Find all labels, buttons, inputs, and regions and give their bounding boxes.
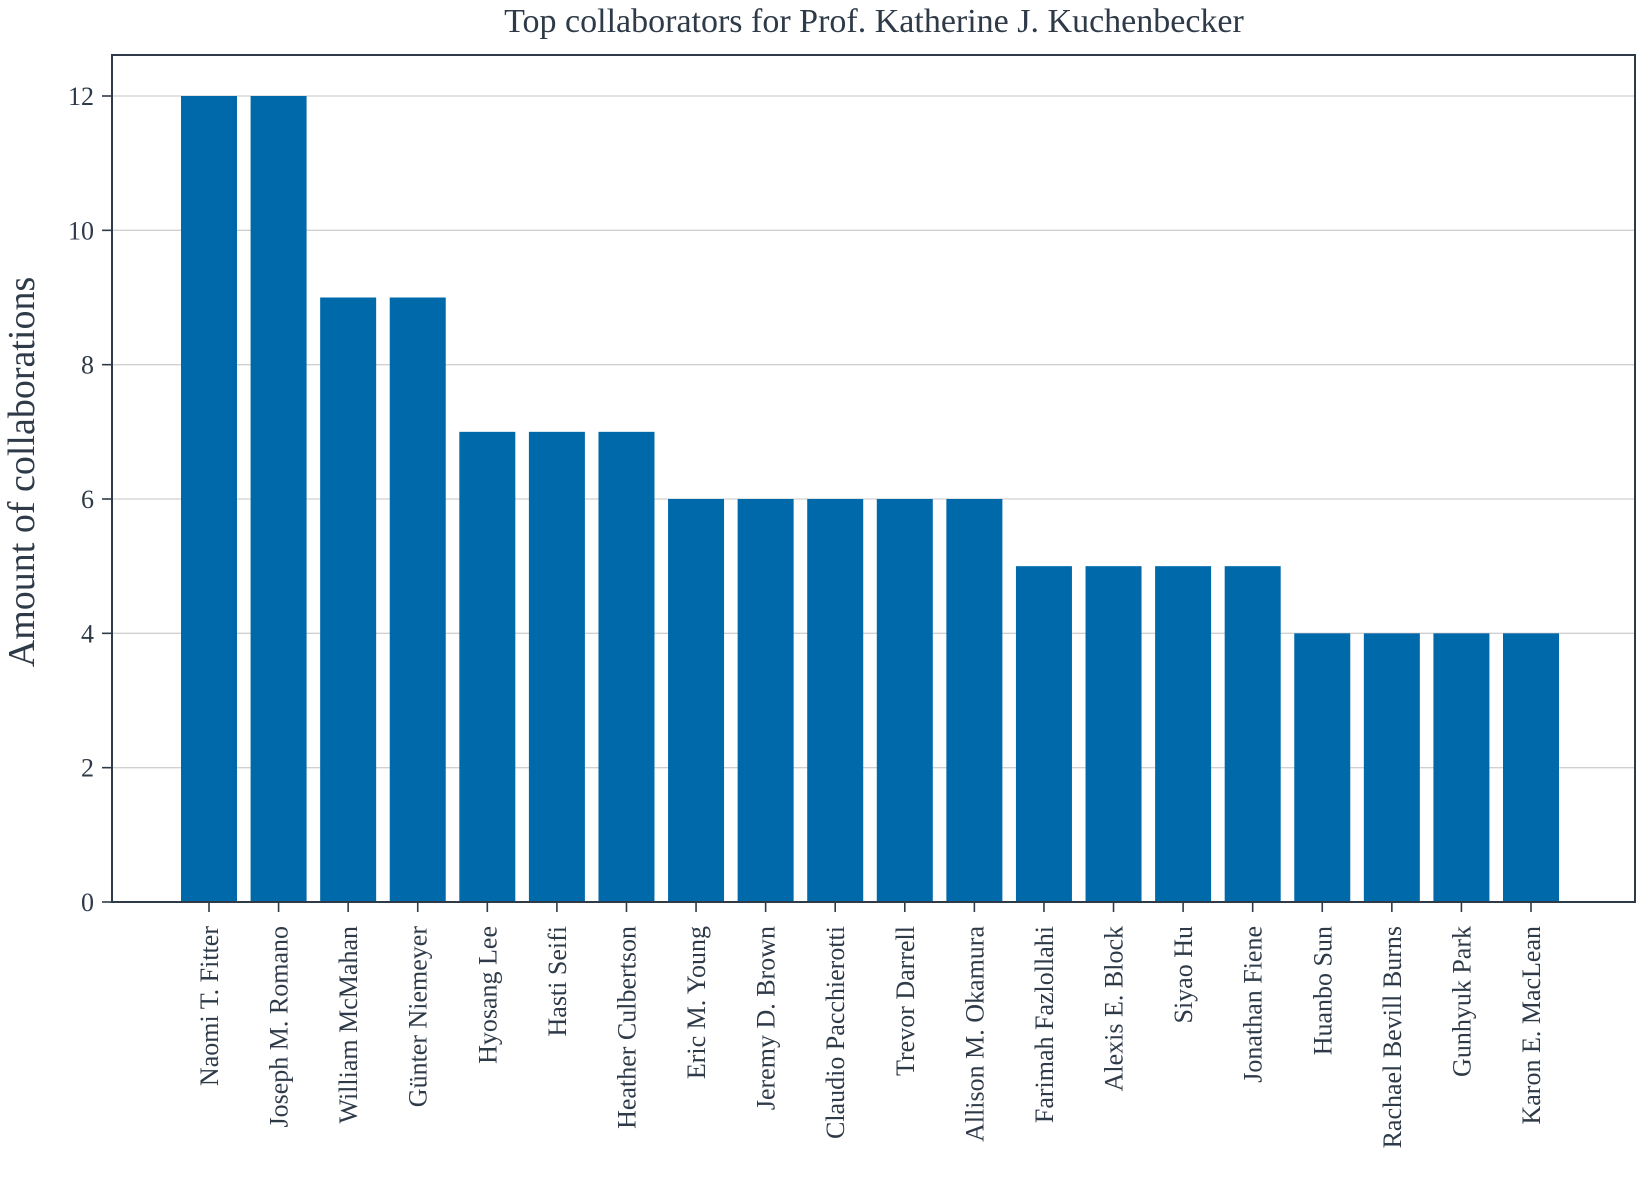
y-tick-label: 8 [81,351,94,380]
bar [1224,566,1281,902]
x-tick-label: Jeremy D. Brown [752,926,781,1110]
bar [1363,633,1420,902]
y-axis: 0 2 4 6 8 10 12 [68,82,112,917]
bar [807,499,864,902]
bar [1503,633,1559,902]
x-tick-label: Alexis E. Block [1100,926,1129,1091]
x-axis: Naomi T. Fitter Joseph M. Romano William M… [195,902,1546,1148]
bar [668,499,725,902]
x-tick-label: Joseph M. Romano [265,926,294,1128]
y-axis-label: Amount of collaborations [1,277,43,667]
bar [1015,566,1072,902]
x-tick-label: Rachael Bevill Burns [1378,926,1407,1148]
x-tick-label: Siyao Hu [1169,926,1198,1024]
bar [1155,566,1212,902]
x-tick-label: Eric M. Young [682,926,711,1079]
y-tick-label: 4 [81,619,94,648]
x-tick-label: Allison M. Okamura [960,926,989,1142]
y-tick-label: 10 [68,216,94,245]
plot-frame [111,54,1636,903]
bar [1433,633,1490,902]
bar [876,499,933,902]
bar [320,297,377,902]
bar [528,431,585,902]
chart-title: Top collaborators for Prof. Katherine J.… [504,3,1244,40]
x-tick-label: William McMahan [334,926,363,1124]
x-tick-label: Trevor Darrell [891,926,920,1076]
bar [389,297,446,902]
y-tick-label: 2 [81,754,94,783]
x-tick-label: Hasti Seifi [543,926,572,1037]
x-tick-label: Farimah Fazlollahi [1030,926,1059,1123]
x-tick-label: Claudio Pacchierotti [821,926,850,1139]
bar [181,96,237,902]
x-tick-label: Günter Niemeyer [404,926,433,1108]
bar [250,96,307,902]
x-tick-label: Hyosang Lee [473,926,502,1064]
bar [1294,633,1351,902]
bar [459,431,516,902]
x-tick-label: Gunhyuk Park [1447,926,1476,1077]
y-tick-label: 0 [81,888,94,917]
bar [946,499,1003,902]
y-tick-label: 12 [68,82,94,111]
bars [181,96,1559,902]
bar [1085,566,1142,902]
y-tick-label: 6 [81,485,94,514]
x-tick-label: Huanbo Sun [1308,926,1337,1055]
x-tick-label: Heather Culbertson [612,926,641,1129]
x-tick-label: Naomi T. Fitter [195,926,224,1086]
bar [737,499,794,902]
x-tick-label: Jonathan Fiene [1239,926,1268,1083]
x-tick-label: Karon E. MacLean [1517,926,1546,1125]
bar [598,431,655,902]
